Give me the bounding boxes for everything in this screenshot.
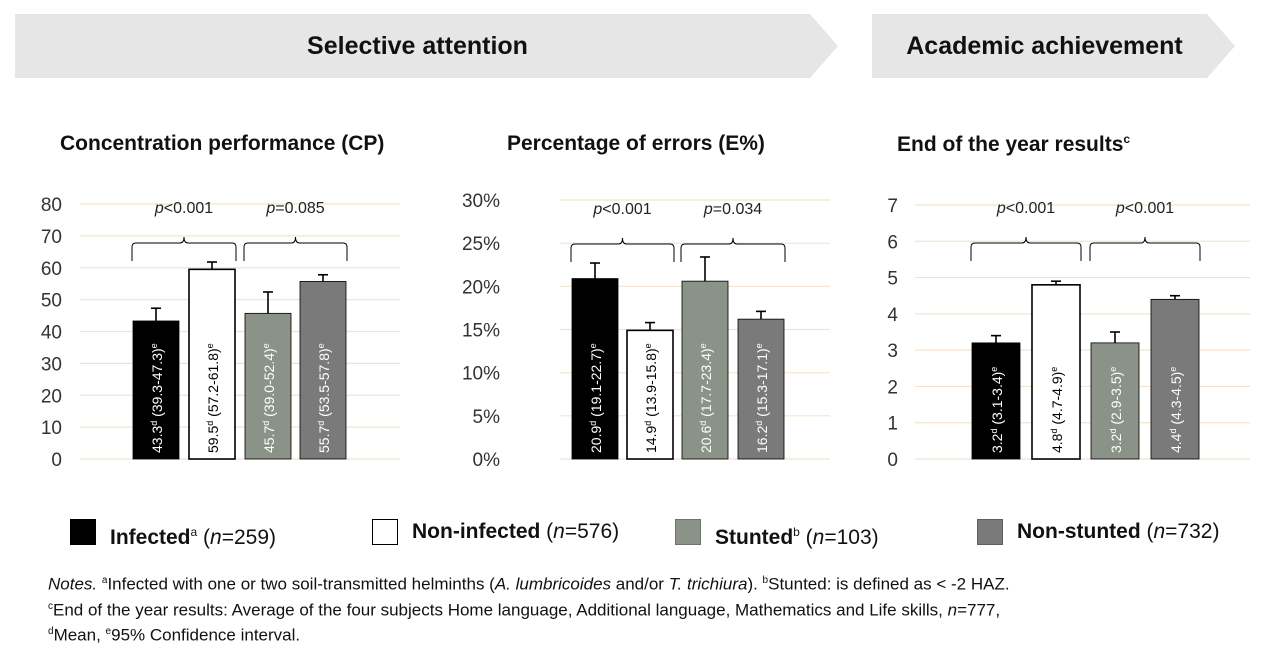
comparison-brace (970, 236, 1082, 261)
bar (681, 280, 729, 460)
bar (1090, 342, 1140, 460)
bar (571, 278, 619, 460)
y-tick-label: 30 (41, 354, 62, 375)
chart-title-text: End of the year results (897, 133, 1124, 156)
legend-swatch-non-stunted (977, 519, 1003, 545)
banner-label: Selective attention (307, 32, 528, 60)
y-tick-label: 30% (462, 191, 500, 212)
p-value-label: p=0.034 (703, 201, 762, 218)
bar-data-label: 20.9d (19.1-22.7)e (588, 343, 604, 453)
banner-label: Academic achievement (906, 32, 1183, 60)
y-tick-label: 1 (887, 414, 898, 435)
bar-data-label: 4.8d (4.7-4.9)e (1049, 367, 1065, 453)
chart-end-of-year-results: 0 1 2 3 4 5 6 7 3.2d (3.1-3.4)e 4.8d (4.7-4.9)e 3.… (887, 196, 1250, 471)
bar-data-label: 20.6d (17.7-23.4)e (698, 343, 714, 453)
chart-title-year-results: End of the year resultsc (897, 132, 1130, 157)
bar-data-label: 43.3d (39.3-47.3)e (149, 343, 165, 453)
chart-title-cp: Concentration performance (CP) (60, 132, 384, 156)
y-tick-label: 50 (41, 291, 62, 312)
chart-title-sup: c (1123, 132, 1131, 146)
y-tick-label: 10 (41, 418, 62, 439)
comparison-brace (570, 237, 675, 262)
legend-label: Infecteda (n=259) (110, 525, 277, 549)
p-value-label: p<0.001 (154, 200, 213, 217)
y-tick-label: 3 (887, 341, 898, 362)
legend-swatch-stunted (675, 519, 701, 545)
p-value-label: p=0.085 (265, 200, 324, 217)
banner-arrow-polygon (872, 14, 1235, 78)
bar-data-label: 55.7d (53.5-57.8)e (316, 343, 332, 453)
y-tick-label: 20% (462, 277, 500, 298)
y-tick-label: 40 (41, 323, 62, 344)
chart-title-errors: Percentage of errors (E%) (507, 132, 765, 156)
bar-data-label: 14.9d (13.9-15.8)e (643, 343, 659, 453)
y-tick-label: 60 (41, 259, 62, 280)
y-tick-label: 70 (41, 227, 62, 248)
banner-selective-attention: Selective attention (15, 14, 838, 78)
bar-data-label: 59.5d (57.2-61.8)e (205, 343, 221, 453)
y-tick-label: 25% (462, 234, 500, 255)
bar (626, 329, 674, 460)
y-tick-label: 5 (887, 269, 898, 290)
y-tick-label: 0 (51, 450, 62, 471)
bar (299, 281, 347, 460)
chart-concentration-performance: 0 10 20 30 40 50 60 70 80 43.3d (39.3-47.3)e 59.5d… (41, 195, 400, 471)
legend-label: Non-infected (n=576) (412, 520, 620, 543)
legend-label: Stuntedb (n=103) (715, 525, 879, 549)
y-tick-label: 6 (887, 232, 898, 253)
y-tick-label: 0 (887, 450, 898, 471)
bar-data-label: 4.4d (4.3-4.5)e (1168, 367, 1184, 453)
legend-swatch-infected (70, 519, 96, 545)
chart-title-text: Percentage of errors (E%) (507, 132, 765, 155)
legend-swatch-non-infected (372, 519, 398, 545)
bar-data-label: 3.2d (2.9-3.5)e (1108, 367, 1124, 453)
comparison-brace (243, 236, 348, 261)
bar-data-label: 3.2d (3.1-3.4)e (989, 367, 1005, 453)
bar (1031, 284, 1081, 460)
bar-data-label: 45.7d (39.0-52.4)e (261, 343, 277, 453)
bar (188, 268, 236, 460)
bar-data-label: 16.2d (15.3-17.1)e (754, 343, 770, 453)
y-tick-label: 5% (473, 407, 501, 428)
banner-arrow-polygon (15, 14, 838, 78)
p-value-label: p<0.001 (592, 201, 651, 218)
y-tick-label: 80 (41, 195, 62, 216)
bar (737, 318, 785, 460)
bar (132, 320, 180, 460)
y-tick-label: 0% (473, 450, 501, 471)
p-value-label: p<0.001 (996, 200, 1055, 217)
comparison-brace (1089, 236, 1201, 261)
bar (1150, 298, 1200, 460)
legend: Infecteda (n=259) Non-infected (n=576) S… (0, 515, 1280, 555)
bar (971, 342, 1021, 460)
legend-label: Non-stunted (n=732) (1017, 520, 1220, 543)
notes-lead: Notes. (48, 574, 98, 594)
y-tick-label: 7 (887, 196, 898, 217)
banner-academic-achievement: Academic achievement (872, 14, 1235, 78)
p-value-label: p<0.001 (1115, 200, 1174, 217)
y-tick-label: 10% (462, 364, 500, 385)
chart-title-text: Concentration performance (CP) (60, 132, 385, 155)
banner-arrow-shape (15, 14, 838, 78)
banner-arrow-shape (872, 14, 1235, 78)
comparison-brace (131, 236, 237, 261)
y-tick-label: 2 (887, 377, 898, 398)
comparison-brace (680, 237, 786, 262)
y-tick-label: 20 (41, 386, 62, 407)
y-tick-label: 15% (462, 321, 500, 342)
chart-percentage-of-errors: 0% 5% 10% 15% 20% 25% 30% 20.9d (19.1-22.7)e 14.… (462, 191, 830, 471)
footnotes: Notes. aInfected with one or two soil-tr… (48, 574, 1010, 645)
y-tick-label: 4 (887, 305, 898, 326)
